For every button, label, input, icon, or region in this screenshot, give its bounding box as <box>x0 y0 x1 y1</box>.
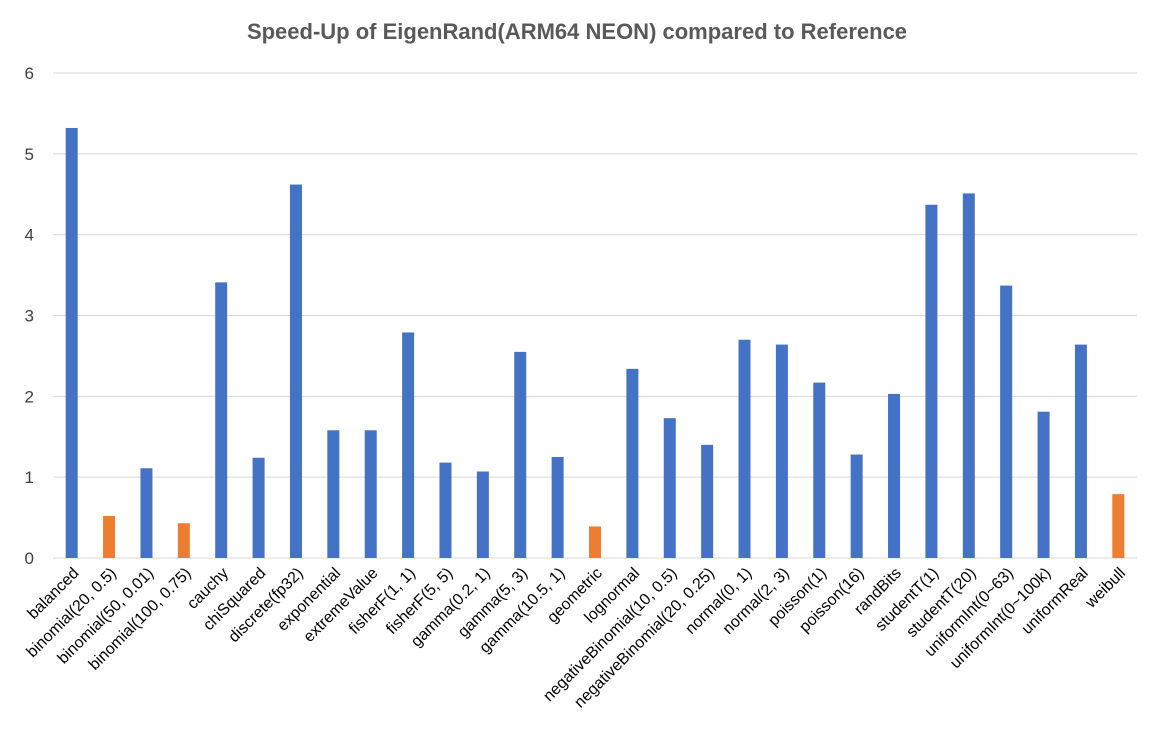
bar-12 <box>514 351 527 558</box>
y-tick-label: 3 <box>25 307 34 326</box>
bar-4 <box>215 282 228 558</box>
bars <box>65 127 1125 559</box>
bar-5 <box>252 457 265 558</box>
bar-28 <box>1112 494 1125 558</box>
bar-0 <box>65 127 78 558</box>
bar-16 <box>663 418 676 558</box>
bar-25 <box>1000 285 1013 558</box>
bar-17 <box>701 444 714 558</box>
bar-6 <box>289 184 302 559</box>
y-tick-label: 2 <box>25 387 34 406</box>
bar-10 <box>439 462 452 558</box>
bar-8 <box>364 430 377 558</box>
chart-title: Speed-Up of EigenRand(ARM64 NEON) compar… <box>247 19 907 44</box>
y-tick-label: 5 <box>25 145 34 164</box>
bar-14 <box>589 526 601 558</box>
bar-23 <box>925 204 938 558</box>
bar-18 <box>738 339 751 558</box>
bar-7 <box>327 430 340 558</box>
bar-19 <box>775 344 788 558</box>
bar-3 <box>177 523 190 558</box>
bar-11 <box>476 471 489 558</box>
bar-13 <box>551 456 564 558</box>
bar-1 <box>103 515 116 558</box>
bar-24 <box>962 193 975 559</box>
bar-15 <box>626 368 639 558</box>
y-axis-ticks: 0 1 2 3 4 5 6 <box>25 64 34 568</box>
y-tick-label: 0 <box>25 549 34 568</box>
bar-26 <box>1037 411 1050 558</box>
y-tick-label: 4 <box>25 226 34 245</box>
bar-9 <box>402 332 415 558</box>
bar-20 <box>813 382 826 558</box>
x-tick-label: weibull <box>1082 565 1129 612</box>
y-tick-label: 6 <box>25 64 34 83</box>
bar-22 <box>888 393 901 558</box>
bar-2 <box>140 468 153 558</box>
bar-21 <box>850 454 863 558</box>
bar-27 <box>1074 344 1087 558</box>
gridlines <box>53 72 1137 559</box>
y-tick-label: 1 <box>25 468 34 487</box>
